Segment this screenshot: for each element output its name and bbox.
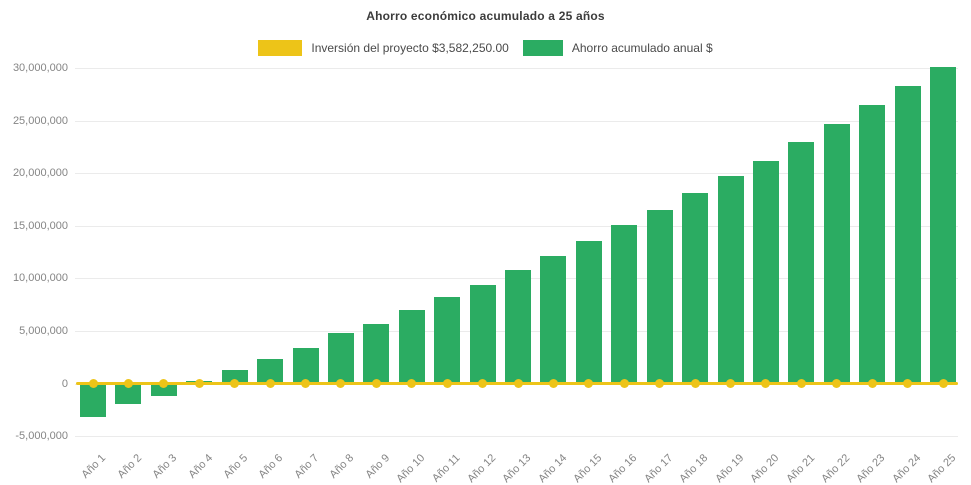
x-axis-label-year-7: Año 7: [292, 452, 322, 481]
x-axis-label-year-12: Año 12: [464, 452, 499, 485]
bar-year-18: [682, 193, 709, 384]
bar-year-8: [327, 333, 354, 384]
investment-line-marker-year-22: [832, 379, 842, 388]
bar-year-11: [434, 296, 461, 384]
x-axis-label-year-21: Año 21: [783, 452, 817, 485]
x-axis-label-year-18: Año 18: [677, 452, 711, 485]
investment-line-marker-year-17: [655, 379, 665, 388]
x-axis-label-year-4: Año 4: [185, 452, 215, 481]
investment-line-marker-year-16: [619, 379, 629, 388]
gridline--5000000: [75, 436, 958, 438]
x-axis-label-year-9: Año 9: [363, 452, 392, 481]
investment-line-marker-year-2: [123, 379, 133, 388]
bar-year-15: [575, 240, 602, 384]
bar-year-7: [292, 347, 319, 384]
x-axis-label-year-1: Año 1: [79, 452, 109, 481]
bar-year-21: [788, 141, 815, 384]
bar-year-20: [752, 160, 779, 384]
bar-year-9: [363, 324, 390, 384]
investment-line-marker-year-9: [371, 379, 381, 388]
chart-legend: Inversión del proyecto $3,582,250.00 Aho…: [0, 40, 971, 56]
bar-year-14: [540, 255, 567, 384]
bar-year-25: [930, 66, 957, 384]
x-axis-label-year-17: Año 17: [642, 452, 676, 485]
savings-series-swatch: [522, 40, 563, 56]
investment-line-marker-year-6: [265, 379, 275, 388]
bar-year-17: [646, 210, 673, 384]
legend-item-savings: Ahorro acumulado anual $: [522, 40, 713, 56]
bar-year-1: [80, 385, 106, 417]
x-axis-label-year-2: Año 2: [115, 452, 144, 481]
investment-line-marker-year-21: [796, 379, 806, 388]
legend-label-investment: Inversión del proyecto $3,582,250.00: [311, 41, 509, 55]
investment-line-marker-year-3: [159, 379, 169, 388]
investment-line-marker-year-5: [230, 379, 240, 388]
investment-line-marker-year-20: [761, 379, 771, 388]
x-axis-label-year-15: Año 15: [571, 452, 605, 485]
investment-line-marker-year-15: [584, 379, 594, 388]
y-axis-label: 15,000,000: [12, 219, 68, 232]
x-axis-label-year-8: Año 8: [327, 452, 357, 481]
bar-year-2: [115, 385, 142, 404]
y-axis-label: 5,000,000: [19, 324, 68, 337]
investment-line-marker-year-12: [478, 379, 488, 388]
bar-year-24: [894, 85, 921, 384]
bar-year-13: [505, 269, 532, 384]
investment-line-marker-year-23: [867, 379, 877, 388]
y-axis-label: 25,000,000: [12, 114, 68, 127]
x-axis-label-year-3: Año 3: [150, 452, 180, 481]
y-axis-label: 20,000,000: [12, 167, 68, 180]
x-axis-label-year-11: Año 11: [430, 452, 463, 485]
y-axis-label: 10,000,000: [12, 272, 68, 285]
x-axis-label-year-10: Año 10: [394, 452, 428, 485]
investment-line-marker-year-11: [442, 379, 452, 388]
bar-year-10: [398, 310, 425, 384]
x-axis-label-year-14: Año 14: [535, 452, 569, 485]
investment-line-marker-year-1: [88, 379, 98, 388]
x-axis-label-year-20: Año 20: [748, 452, 782, 485]
investment-line-marker-year-8: [336, 379, 346, 388]
x-axis-label-year-16: Año 16: [606, 452, 640, 485]
x-axis-label-year-6: Año 6: [256, 452, 286, 481]
bar-year-19: [717, 176, 744, 384]
investment-line-marker-year-14: [548, 379, 558, 388]
investment-line-marker-year-18: [690, 379, 700, 388]
investment-line-marker-year-10: [407, 379, 417, 388]
investment-line-marker-year-4: [194, 379, 204, 388]
chart-title: Ahorro económico acumulado a 25 años: [366, 9, 605, 23]
investment-line-marker-year-19: [726, 379, 736, 388]
x-axis-label-year-19: Año 19: [712, 452, 747, 485]
bar-year-12: [469, 284, 496, 384]
gridline-20000000: [75, 173, 958, 175]
bar-year-22: [823, 123, 850, 384]
y-axis-label: 0: [61, 377, 68, 390]
bar-year-23: [859, 104, 886, 384]
gridline-25000000: [75, 120, 958, 122]
legend-label-savings: Ahorro acumulado anual $: [571, 41, 713, 55]
x-axis-label-year-24: Año 24: [890, 452, 924, 485]
bar-year-3: [150, 385, 177, 397]
x-axis-label-year-25: Año 25: [925, 452, 959, 485]
x-axis-label-year-23: Año 23: [854, 452, 888, 485]
investment-line-marker-year-24: [903, 379, 913, 388]
x-axis-label-year-5: Año 5: [221, 452, 251, 481]
investment-line-marker-year-7: [301, 379, 311, 388]
x-axis-label-year-13: Año 13: [500, 452, 534, 485]
y-axis-label: 30,000,000: [12, 62, 68, 75]
investment-line-marker-year-25: [938, 379, 948, 388]
gridline-30000000: [75, 68, 958, 70]
bar-year-16: [611, 224, 638, 384]
gridline-15000000: [75, 225, 958, 227]
bar-year-5: [221, 369, 248, 384]
investment-line-marker-year-13: [513, 379, 523, 388]
x-axis-label-year-22: Año 22: [819, 452, 853, 485]
investment-series-swatch: [258, 40, 303, 56]
y-axis-label: -5,000,000: [15, 430, 68, 443]
legend-item-investment: Inversión del proyecto $3,582,250.00: [258, 40, 509, 56]
